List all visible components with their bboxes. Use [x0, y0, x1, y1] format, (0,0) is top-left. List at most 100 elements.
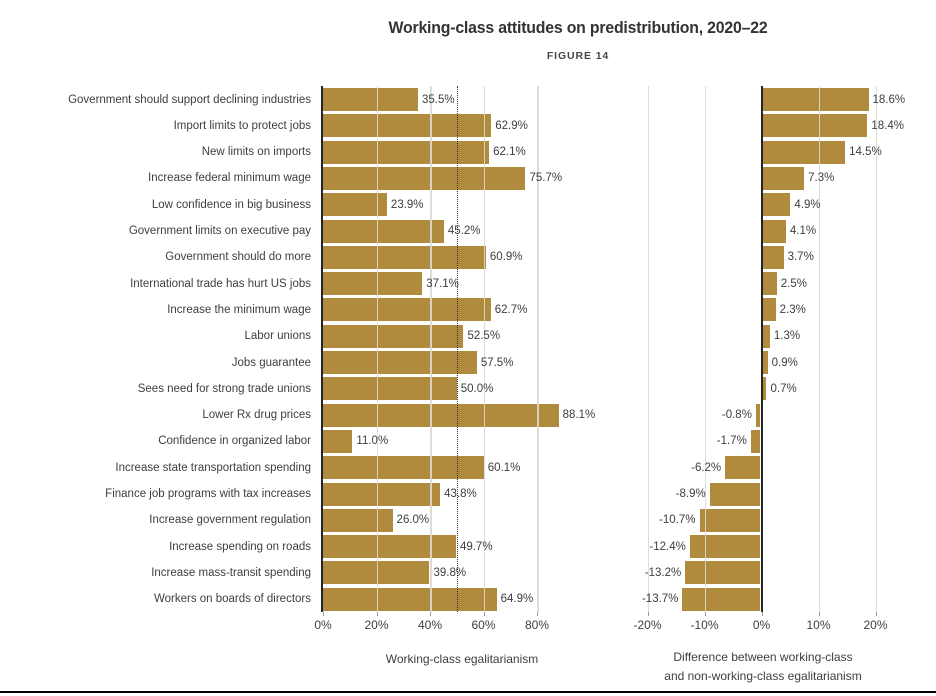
right-axis-tick-label: 10%: [806, 618, 831, 632]
diff-value-label: -13.2%: [644, 566, 682, 579]
right-axis-tick-label: -20%: [633, 618, 662, 632]
diff-value-label: 14.5%: [849, 146, 882, 159]
wc-bar: [323, 298, 491, 322]
diff-value-label: -10.7%: [659, 514, 696, 527]
diff-bar: [725, 456, 761, 480]
diff-bar: [689, 535, 761, 559]
wc-bar: [323, 587, 497, 611]
wc-bar: [323, 377, 457, 401]
category-label: Sees need for strong trade unions: [137, 382, 311, 395]
right-axis-tick-label: 20%: [863, 618, 888, 632]
wc-value-label: 62.7%: [494, 303, 528, 316]
left-axis-tick: [376, 612, 378, 616]
bottom-border-line: [0, 691, 936, 693]
diff-value-label: 7.3%: [808, 172, 835, 185]
category-label: Jobs guarantee: [231, 356, 311, 369]
diff-value-label: 18.6%: [872, 93, 906, 106]
left-gridline: [483, 86, 485, 612]
diff-bar: [685, 561, 761, 585]
category-label: Finance job programs with tax increases: [105, 488, 311, 500]
category-label: Government should do more: [165, 251, 311, 264]
diff-bar: [699, 508, 761, 532]
diff-bar: [762, 377, 767, 401]
diff-bar: [750, 429, 761, 453]
diff-value-label: -12.4%: [649, 540, 686, 553]
wc-bar: [323, 88, 418, 111]
wc-value-label: 45.2%: [447, 225, 481, 237]
wc-value-label: 26.0%: [396, 514, 430, 527]
diff-bar: [755, 403, 761, 427]
left-gridline: [537, 86, 539, 612]
diff-bar: [682, 587, 761, 611]
diff-value-label: 4.9%: [794, 198, 821, 211]
figure-number: FIGURE 14: [546, 50, 610, 62]
diff-bar: [762, 88, 869, 111]
diff-value-label: 4.1%: [789, 225, 817, 237]
right-axis-tick: [761, 612, 763, 616]
wc-bar: [323, 166, 526, 190]
diff-value-label: -6.2%: [691, 461, 722, 474]
right-axis-tick-label: -10%: [690, 618, 719, 632]
wc-value-label: 62.1%: [493, 146, 526, 159]
wc-value-label: 23.9%: [390, 198, 424, 211]
wc-bar: [323, 508, 393, 532]
diff-bar: [762, 298, 776, 322]
left-gridline: [376, 86, 378, 612]
category-label: New limits on imports: [201, 146, 311, 159]
wc-value-label: 62.9%: [495, 119, 528, 132]
left-axis-caption: Working-class egalitarianism: [385, 652, 539, 666]
wc-bar: [323, 561, 430, 585]
diff-bar: [762, 114, 868, 138]
diff-bar: [762, 219, 786, 243]
left-axis-tick-label: 40%: [417, 618, 443, 632]
category-label: Low confidence in big business: [151, 198, 311, 211]
wc-value-label: 60.9%: [489, 251, 523, 264]
wc-bar: [323, 535, 456, 559]
right-gridline: [647, 86, 649, 612]
right-zero-line: [760, 86, 763, 612]
wc-value-label: 50.0%: [460, 382, 494, 395]
wc-bar: [323, 193, 387, 217]
wc-value-label: 43.8%: [444, 488, 477, 500]
diff-value-label: -8.9%: [675, 488, 706, 500]
diff-bar: [709, 482, 761, 506]
reference-line-50pct: [456, 86, 458, 612]
left-axis-tick: [323, 612, 324, 616]
wc-value-label: 88.1%: [562, 409, 596, 422]
right-gridline: [818, 86, 820, 612]
right-axis-caption: Difference between working-class and non…: [664, 648, 861, 686]
wc-value-label: 64.9%: [500, 593, 534, 606]
category-label: Increase spending on roads: [169, 540, 311, 553]
diff-value-label: 2.3%: [779, 303, 806, 316]
category-label: Lower Rx drug prices: [202, 409, 311, 422]
wc-value-label: 37.1%: [426, 277, 459, 290]
wc-bar: [323, 114, 492, 138]
diff-bar: [762, 245, 784, 269]
wc-bar: [323, 272, 423, 296]
left-gridline: [430, 86, 432, 612]
wc-bar: [323, 403, 559, 427]
left-axis-tick-label: 80%: [524, 618, 550, 632]
category-label: Workers on boards of directors: [153, 593, 311, 606]
right-axis-tick: [875, 612, 877, 616]
wc-bar: [323, 456, 484, 480]
wc-value-label: 39.8%: [433, 566, 467, 579]
category-label: Confidence in organized labor: [158, 435, 311, 448]
category-label: Increase government regulation: [149, 514, 311, 527]
wc-bar: [323, 324, 464, 348]
diff-value-label: 1.3%: [773, 330, 801, 343]
wc-bar: [323, 429, 353, 453]
right-gridline: [875, 86, 877, 612]
category-label: Government should support declining indu…: [68, 93, 311, 106]
wc-value-label: 75.7%: [529, 172, 563, 185]
wc-bar: [323, 219, 444, 243]
diff-value-label: 0.7%: [770, 382, 797, 395]
left-axis-tick: [483, 612, 485, 616]
diff-value-label: 3.7%: [787, 251, 814, 264]
diff-value-label: -0.8%: [721, 409, 752, 422]
right-axis-caption-line1: Difference between working-class: [673, 650, 853, 664]
diff-bar: [762, 272, 777, 296]
left-axis-tick-label: 0%: [314, 618, 332, 632]
category-label: Increase mass-transit spending: [151, 566, 311, 579]
